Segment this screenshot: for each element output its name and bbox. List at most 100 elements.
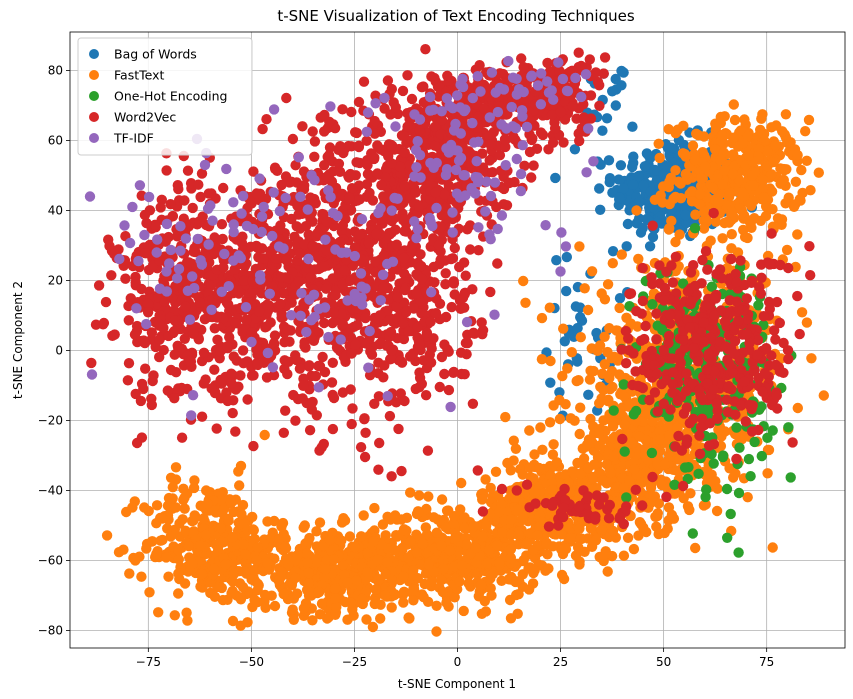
data-point	[399, 213, 410, 224]
data-point	[644, 241, 656, 252]
data-point	[674, 454, 685, 465]
data-point	[309, 264, 320, 275]
data-point	[123, 315, 134, 326]
data-point	[194, 297, 205, 308]
data-point	[736, 187, 748, 198]
data-point	[173, 554, 184, 565]
data-point	[204, 577, 216, 588]
data-point	[505, 544, 517, 555]
data-point	[585, 523, 597, 534]
data-point	[218, 262, 229, 273]
data-point	[460, 270, 471, 281]
data-point	[618, 482, 629, 494]
data-point	[163, 492, 175, 504]
data-point	[283, 356, 294, 367]
data-point	[310, 370, 321, 382]
data-point	[670, 128, 681, 139]
data-point	[279, 337, 290, 348]
data-point	[577, 476, 588, 487]
data-point	[369, 398, 380, 409]
data-point	[532, 540, 543, 551]
data-point	[785, 472, 796, 483]
data-point	[734, 442, 745, 453]
data-point	[709, 144, 721, 155]
data-point	[758, 183, 770, 194]
data-point	[235, 370, 246, 381]
data-point	[485, 482, 496, 494]
data-point	[435, 574, 447, 586]
data-point	[246, 327, 258, 338]
data-point	[193, 179, 204, 190]
data-point	[292, 200, 303, 211]
data-point	[165, 531, 176, 542]
data-point	[529, 449, 540, 460]
data-point	[425, 316, 436, 327]
data-point	[574, 302, 586, 313]
data-point	[149, 219, 161, 230]
data-point	[345, 384, 356, 395]
data-point	[455, 347, 467, 358]
data-point	[776, 214, 788, 225]
data-point	[465, 244, 476, 255]
data-point	[358, 510, 369, 521]
data-point	[554, 413, 566, 425]
data-point	[544, 417, 556, 428]
data-point	[517, 469, 528, 480]
data-point	[689, 154, 701, 166]
data-point	[129, 329, 141, 340]
data-point	[742, 232, 753, 244]
data-point	[374, 310, 386, 321]
data-point	[100, 296, 112, 308]
data-point	[122, 375, 134, 386]
data-point	[169, 326, 180, 337]
data-point	[316, 598, 328, 609]
data-point	[237, 345, 249, 356]
data-point	[361, 614, 372, 625]
data-point	[356, 531, 367, 542]
data-point	[547, 484, 558, 496]
data-point	[399, 284, 411, 296]
data-point	[200, 529, 212, 541]
data-point	[146, 327, 158, 338]
data-point	[541, 539, 552, 550]
data-point	[189, 475, 200, 486]
data-point	[420, 390, 432, 401]
data-point	[337, 318, 348, 330]
data-point	[441, 597, 452, 608]
data-point	[575, 402, 586, 413]
data-point	[685, 488, 696, 499]
data-point	[493, 506, 505, 518]
data-point	[477, 531, 488, 542]
data-point	[180, 301, 191, 312]
data-point	[431, 527, 442, 538]
data-point	[269, 339, 280, 350]
data-point	[449, 561, 460, 572]
data-point	[93, 280, 105, 291]
data-point	[463, 578, 474, 589]
data-point	[602, 566, 613, 577]
data-point	[398, 252, 410, 264]
data-point	[434, 381, 445, 393]
data-point	[790, 176, 802, 187]
data-point	[687, 140, 699, 151]
data-point	[86, 357, 97, 369]
data-point	[618, 379, 629, 390]
data-point	[690, 542, 701, 554]
data-point	[153, 318, 165, 330]
data-point	[337, 220, 349, 231]
data-point	[604, 323, 615, 334]
data-point	[586, 266, 598, 277]
data-point	[637, 222, 648, 234]
data-point	[476, 579, 487, 591]
data-point	[456, 560, 468, 571]
data-point	[664, 430, 675, 441]
data-point	[652, 508, 663, 519]
data-point	[337, 559, 349, 571]
data-point	[477, 494, 488, 505]
data-point	[666, 509, 678, 521]
data-point	[300, 221, 312, 232]
data-point	[369, 502, 380, 514]
data-point	[601, 113, 613, 124]
data-point	[710, 216, 722, 227]
data-point	[557, 370, 568, 382]
